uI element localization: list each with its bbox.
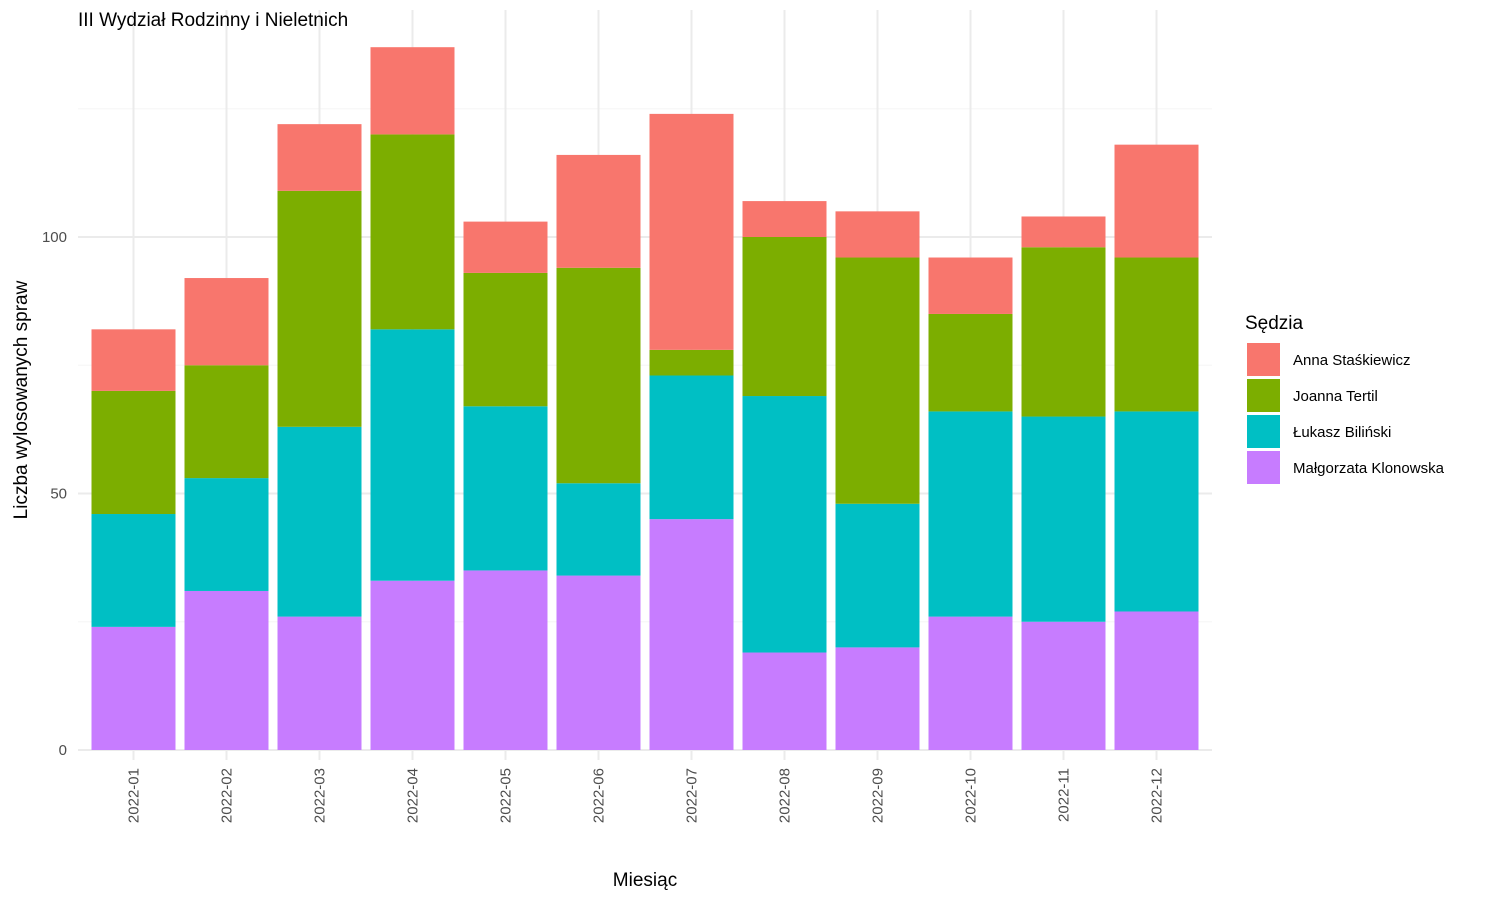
bar-segment [928, 411, 1013, 617]
x-tick-label: 2022-11 [1056, 768, 1073, 822]
y-tick-label: 0 [59, 742, 67, 759]
bar-segment [277, 124, 362, 191]
y-axis-ticks: 0 50 100 [42, 229, 67, 759]
bar-segment [184, 590, 269, 750]
bar-segment [649, 375, 734, 520]
bar-segment [91, 514, 176, 627]
x-tick-label: 2022-09 [870, 768, 887, 823]
y-tick-label: 100 [42, 229, 67, 246]
legend-swatch [1247, 343, 1280, 376]
bar-segment [835, 211, 920, 258]
y-tick-label: 50 [50, 486, 67, 503]
bar-segment [742, 396, 827, 653]
bar-segment [742, 201, 827, 237]
bar-segment [928, 313, 1013, 412]
x-tick-label: 2022-03 [312, 768, 329, 823]
bar-segment [91, 626, 176, 750]
bar-segment [463, 570, 548, 750]
bar-segment [91, 329, 176, 391]
bar-segment [463, 272, 548, 407]
bar-segment [1114, 257, 1199, 412]
legend-label: Łukasz Biliński [1293, 424, 1391, 441]
x-tick-label: 2022-01 [126, 768, 143, 823]
bar-segment [463, 221, 548, 273]
bar-segment [277, 426, 362, 617]
bar-segment [370, 580, 455, 750]
bar-segment [370, 47, 455, 135]
bar-segment [370, 329, 455, 581]
bar-segment [184, 478, 269, 591]
bar-segment [370, 134, 455, 330]
bar-segment [1021, 621, 1106, 750]
x-tick-label: 2022-02 [219, 768, 236, 823]
bar-segment [835, 503, 920, 648]
bar-segment [1021, 247, 1106, 417]
legend-label: Anna Staśkiewicz [1293, 352, 1411, 369]
bar-segment [928, 616, 1013, 750]
legend-label: Małgorzata Klonowska [1293, 460, 1445, 477]
legend-swatch [1247, 451, 1280, 484]
bar-segment [1114, 144, 1199, 258]
bar-segment [742, 652, 827, 750]
bar-segment [835, 257, 920, 504]
bar-segment [556, 483, 641, 576]
bars [91, 47, 1199, 750]
x-axis-title: Miesiąc [613, 870, 677, 891]
bar-segment [463, 406, 548, 571]
bar-segment [1114, 411, 1199, 612]
bar-segment [184, 278, 269, 366]
bar-segment [277, 616, 362, 750]
bar-segment [742, 237, 827, 397]
bar-segment [1021, 216, 1106, 248]
bar-segment [556, 575, 641, 750]
bar-segment [91, 390, 176, 515]
legend-swatch [1247, 379, 1280, 412]
y-axis-title: Liczba wylosowanych spraw [11, 280, 32, 519]
bar-segment [649, 349, 734, 376]
legend-label: Joanna Tertil [1293, 388, 1378, 405]
bar-segment [184, 365, 269, 479]
x-tick-label: 2022-06 [591, 768, 608, 823]
x-tick-label: 2022-08 [777, 768, 794, 823]
legend-swatch [1247, 415, 1280, 448]
x-tick-label: 2022-04 [405, 768, 422, 823]
x-tick-label: 2022-12 [1149, 768, 1166, 823]
x-tick-label: 2022-05 [498, 768, 515, 823]
x-tick-label: 2022-07 [684, 768, 701, 823]
bar-segment [835, 647, 920, 750]
legend: Sędzia Anna Staśkiewicz Joanna Tertil Łuka… [1245, 313, 1445, 484]
x-axis-ticks: 2022-01 2022-02 2022-03 2022-04 2022-05 2022-… [126, 768, 1166, 823]
chart-title: III Wydział Rodzinny i Nieletnich [78, 10, 348, 31]
bar-segment [556, 267, 641, 484]
legend-title: Sędzia [1245, 313, 1304, 334]
x-tick-label: 2022-10 [963, 768, 980, 823]
bar-segment [1021, 416, 1106, 622]
bar-segment [277, 190, 362, 427]
bar-segment [928, 257, 1013, 314]
bar-segment [556, 154, 641, 268]
bar-segment [1114, 611, 1199, 750]
bar-segment [649, 113, 734, 350]
bar-segment [649, 519, 734, 750]
